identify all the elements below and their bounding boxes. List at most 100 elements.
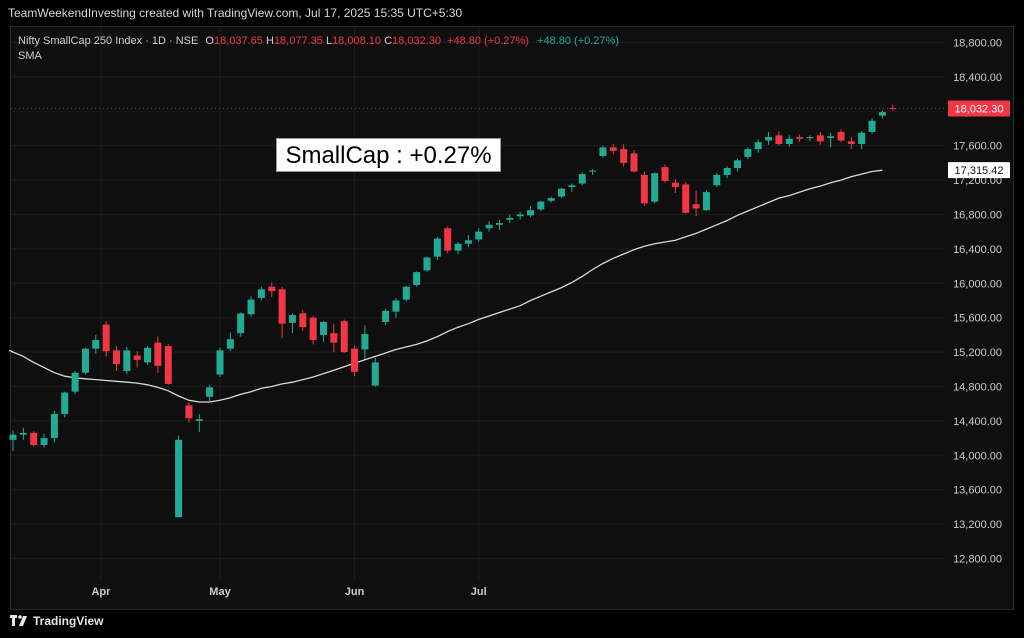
- candle[interactable]: [257, 286, 265, 301]
- candle[interactable]: [320, 321, 327, 342]
- candle[interactable]: [744, 147, 752, 160]
- candle[interactable]: [382, 309, 390, 326]
- candle-body: [433, 238, 441, 257]
- candle[interactable]: [558, 187, 566, 199]
- candle[interactable]: [216, 347, 224, 378]
- candle-body: [423, 257, 431, 271]
- candle[interactable]: [226, 332, 234, 352]
- candle[interactable]: [661, 164, 669, 183]
- candle[interactable]: [816, 131, 824, 145]
- candle[interactable]: [609, 143, 617, 155]
- candle-body: [868, 120, 876, 132]
- candle[interactable]: [113, 346, 120, 372]
- candle[interactable]: [713, 173, 721, 187]
- candle[interactable]: [402, 285, 410, 302]
- indicator-label[interactable]: SMA: [18, 50, 42, 62]
- close-value: 18,032.30: [392, 35, 441, 47]
- candle[interactable]: [309, 315, 317, 345]
- y-tick-label: 12,800.00: [953, 553, 1002, 565]
- candle[interactable]: [475, 228, 483, 243]
- candle[interactable]: [537, 200, 545, 212]
- candle[interactable]: [340, 319, 348, 353]
- candle[interactable]: [858, 131, 866, 150]
- candle[interactable]: [71, 371, 79, 395]
- candle[interactable]: [620, 143, 628, 167]
- candle[interactable]: [785, 135, 793, 147]
- candle[interactable]: [185, 401, 193, 423]
- candle[interactable]: [206, 384, 214, 403]
- grid-lines: [11, 27, 945, 580]
- candle[interactable]: [806, 135, 814, 142]
- candle[interactable]: [19, 427, 27, 440]
- candle[interactable]: [692, 190, 700, 217]
- candle[interactable]: [330, 323, 338, 353]
- candle[interactable]: [61, 391, 69, 418]
- candle[interactable]: [702, 190, 710, 212]
- open-value: 18,037.65: [213, 35, 263, 47]
- candle[interactable]: [547, 196, 555, 203]
- candle-body: [713, 174, 721, 186]
- candle[interactable]: [133, 351, 141, 368]
- candle[interactable]: [837, 129, 845, 143]
- candle[interactable]: [444, 226, 452, 254]
- candle[interactable]: [50, 410, 58, 443]
- candle[interactable]: [775, 131, 783, 146]
- symbol-name[interactable]: Nifty SmallCap 250 Index · 1D · NSE: [18, 35, 199, 47]
- candle[interactable]: [195, 414, 203, 433]
- candle[interactable]: [423, 256, 431, 273]
- candle[interactable]: [164, 344, 172, 385]
- candle[interactable]: [651, 172, 659, 204]
- candle[interactable]: [299, 309, 307, 331]
- candle[interactable]: [682, 181, 690, 214]
- candle[interactable]: [351, 345, 359, 377]
- candle[interactable]: [464, 235, 472, 248]
- candle[interactable]: [516, 211, 524, 220]
- candle[interactable]: [527, 205, 534, 218]
- candle[interactable]: [599, 145, 607, 158]
- candle[interactable]: [630, 149, 638, 173]
- candle[interactable]: [102, 321, 110, 357]
- candle[interactable]: [754, 139, 762, 153]
- candle[interactable]: [878, 110, 886, 119]
- candle[interactable]: [433, 236, 441, 261]
- candle[interactable]: [175, 435, 183, 518]
- candle[interactable]: [413, 271, 421, 287]
- candle[interactable]: [578, 172, 586, 186]
- candle[interactable]: [278, 286, 286, 339]
- candle[interactable]: [454, 242, 462, 255]
- candle[interactable]: [671, 179, 679, 193]
- candle[interactable]: [796, 134, 804, 143]
- candle[interactable]: [868, 118, 876, 134]
- candle[interactable]: [92, 334, 100, 354]
- candle[interactable]: [154, 336, 162, 373]
- candle-body: [765, 137, 773, 141]
- candle[interactable]: [237, 312, 245, 337]
- candle[interactable]: [568, 183, 576, 193]
- candle[interactable]: [723, 166, 731, 179]
- candle[interactable]: [81, 347, 89, 375]
- candle[interactable]: [144, 346, 152, 365]
- candle[interactable]: [765, 131, 773, 145]
- candle[interactable]: [889, 104, 897, 111]
- candle[interactable]: [589, 168, 597, 175]
- candle[interactable]: [123, 346, 131, 375]
- candle[interactable]: [392, 297, 400, 318]
- candle[interactable]: [40, 433, 48, 448]
- candle[interactable]: [734, 158, 741, 172]
- candle[interactable]: [827, 132, 835, 148]
- candle[interactable]: [485, 221, 493, 232]
- candle[interactable]: [288, 313, 296, 334]
- candle[interactable]: [30, 431, 38, 447]
- candle[interactable]: [247, 296, 255, 317]
- candle[interactable]: [506, 214, 514, 224]
- candle[interactable]: [371, 358, 379, 387]
- candle[interactable]: [495, 219, 503, 230]
- candle[interactable]: [640, 171, 648, 206]
- candle[interactable]: [361, 325, 369, 359]
- candle[interactable]: [9, 430, 17, 451]
- candle[interactable]: [268, 282, 276, 298]
- tradingview-logo[interactable]: TradingView: [10, 614, 103, 628]
- candle[interactable]: [847, 137, 855, 150]
- y-tick-label: 16,800.00: [953, 209, 1002, 221]
